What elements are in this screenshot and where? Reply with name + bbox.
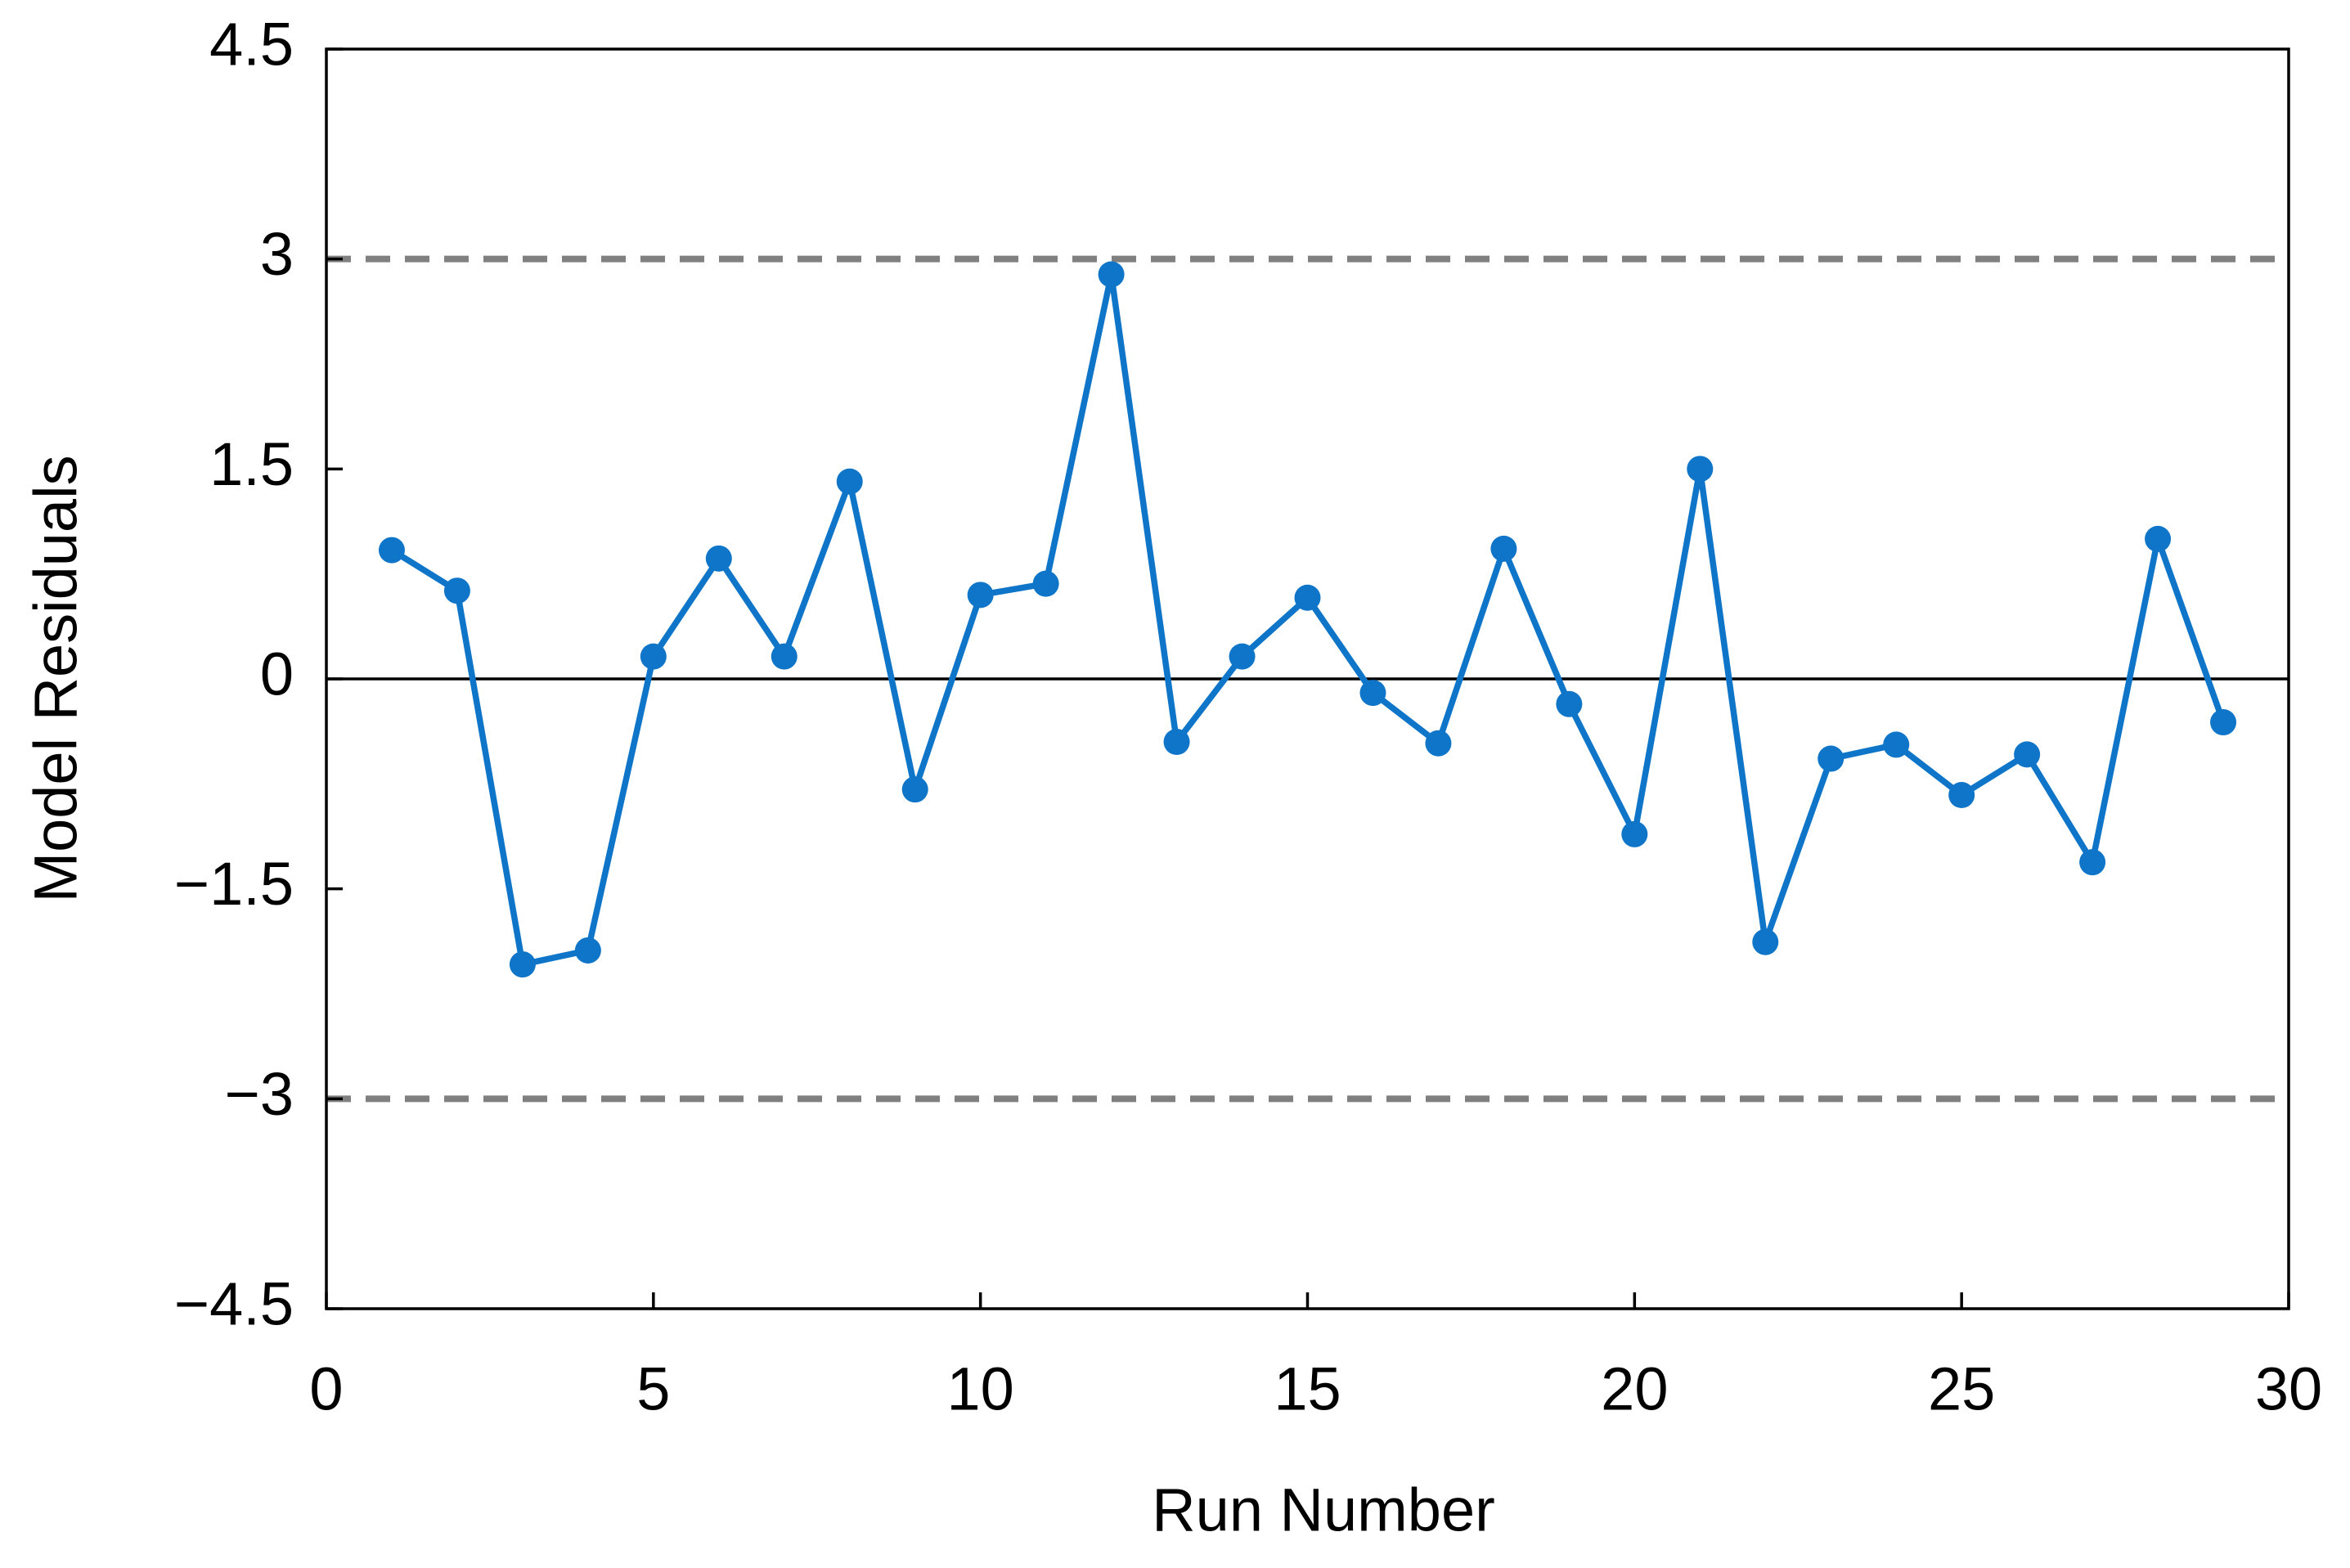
data-point <box>771 643 798 670</box>
y-tick-label: −1.5 <box>174 850 294 918</box>
y-tick-label: 1.5 <box>209 430 294 498</box>
data-point <box>1425 730 1452 757</box>
data-point <box>1752 928 1779 955</box>
data-point <box>705 545 732 572</box>
data-point <box>2145 525 2172 552</box>
series-line <box>389 271 2226 968</box>
data-point <box>1687 456 1714 483</box>
data-point <box>967 582 994 609</box>
x-tick-label: 20 <box>1601 1355 1668 1423</box>
data-point <box>1818 745 1845 772</box>
data-point <box>1359 680 1386 707</box>
y-tick-label: 4.5 <box>209 11 294 79</box>
x-axis-title: Run Number <box>1152 1476 1495 1544</box>
data-point <box>443 577 470 604</box>
data-point <box>1098 261 1125 288</box>
data-point <box>1621 820 1648 847</box>
data-point <box>509 951 536 978</box>
data-point <box>2210 709 2237 736</box>
data-point <box>1556 690 1583 717</box>
data-point <box>1490 535 1517 562</box>
data-point <box>2079 849 2106 876</box>
x-tick-label: 15 <box>1274 1355 1341 1423</box>
data-point <box>901 776 928 803</box>
y-axis-title: Model Residuals <box>22 455 90 902</box>
x-tick-label: 30 <box>2255 1355 2322 1423</box>
data-point <box>836 468 863 495</box>
data-point <box>640 643 667 670</box>
data-point <box>1163 729 1190 755</box>
x-tick-label: 0 <box>309 1355 343 1423</box>
data-point <box>1948 782 1975 809</box>
x-tick-label: 10 <box>947 1355 1014 1423</box>
x-tick-label: 5 <box>636 1355 670 1423</box>
x-tick-label: 25 <box>1928 1355 1995 1423</box>
y-tick-label: −4.5 <box>174 1270 294 1338</box>
data-point <box>1883 731 1910 758</box>
y-tick-label: −3 <box>225 1060 294 1128</box>
data-point <box>1229 643 1256 670</box>
data-point <box>574 937 601 964</box>
y-tick-label: 3 <box>260 220 294 288</box>
data-point <box>2014 741 2041 768</box>
data-point <box>1032 570 1059 597</box>
data-point <box>378 537 405 564</box>
data-point <box>1294 584 1321 611</box>
y-tick-label: 0 <box>260 640 294 708</box>
